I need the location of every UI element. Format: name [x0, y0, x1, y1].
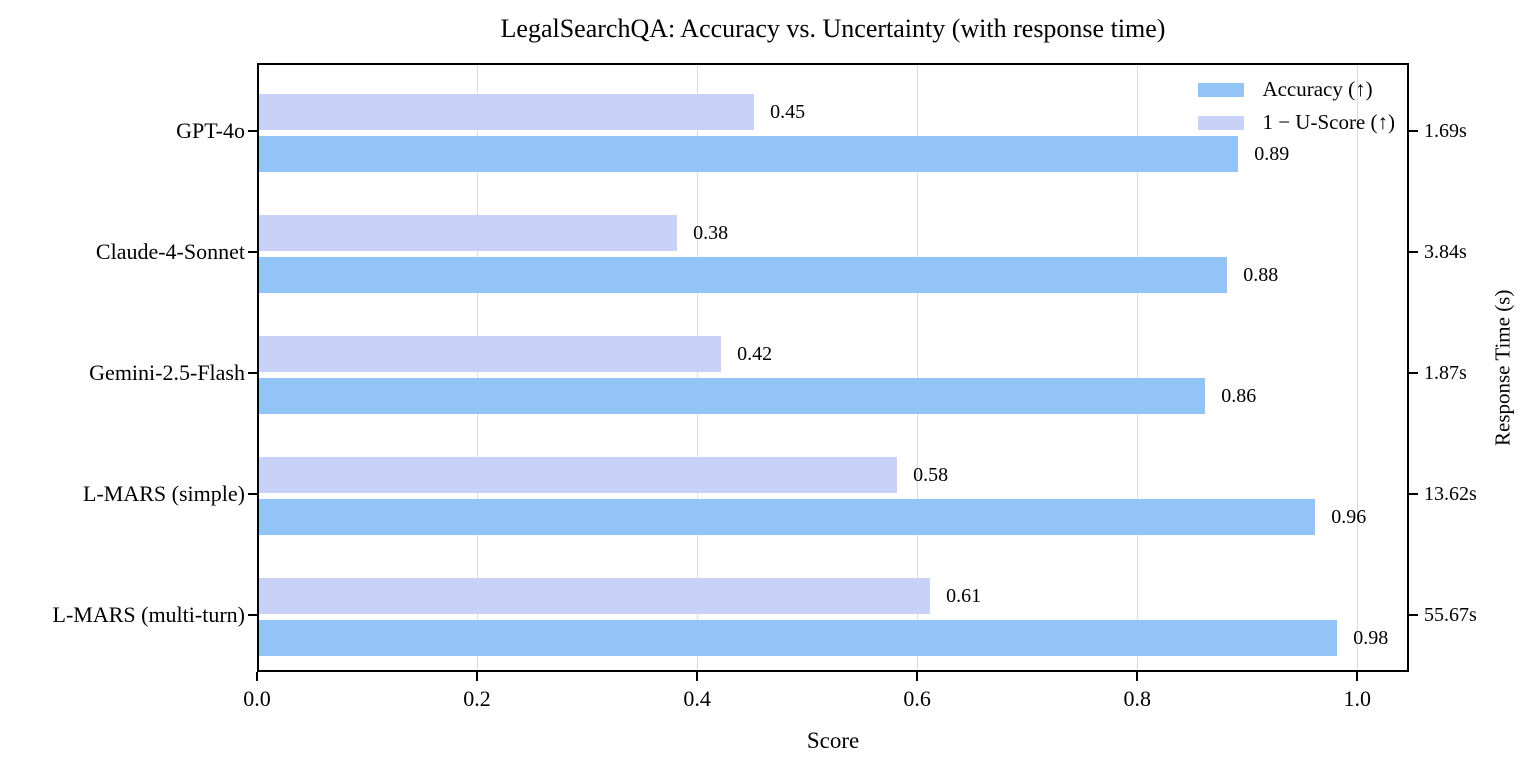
accuracy-bar — [259, 136, 1239, 172]
accuracy-bar — [259, 499, 1316, 535]
legend-label-accuracy: Accuracy (↑) — [1262, 77, 1373, 101]
uscore-bar — [259, 457, 898, 493]
y-tick-label: Claude-4-Sonnet — [95, 239, 245, 264]
legend: Accuracy (↑) 1 − U-Score (↑) — [1198, 73, 1395, 139]
accuracy-bar — [259, 620, 1338, 656]
legend-swatch-uscore — [1198, 115, 1245, 130]
plot-area: Accuracy (↑) 1 − U-Score (↑) 0.45 0.89 0.3… — [257, 63, 1409, 672]
legend-item-uscore: 1 − U-Score (↑) — [1198, 106, 1395, 139]
y-tick-mark — [248, 130, 257, 132]
accuracy-bar — [259, 378, 1206, 414]
y-tick-mark — [248, 251, 257, 253]
uscore-value-label: 0.38 — [693, 222, 729, 244]
uscore-value-label: 0.61 — [946, 585, 982, 607]
accuracy-value-label: 0.86 — [1221, 385, 1257, 407]
response-time-label: 1.87s — [1424, 362, 1467, 384]
y-tick-mark — [248, 614, 257, 616]
response-time-label: 3.84s — [1424, 241, 1467, 263]
x-tick-label: 0.0 — [243, 686, 271, 711]
y-tick-label: Gemini-2.5-Flash — [89, 360, 245, 385]
accuracy-value-label: 0.89 — [1254, 143, 1290, 165]
right-tick-mark — [1409, 372, 1418, 374]
gridline — [1356, 65, 1358, 670]
legend-swatch-accuracy — [1198, 82, 1245, 97]
x-tick-mark — [1136, 672, 1139, 681]
uscore-bar — [259, 215, 678, 251]
response-time-label: 55.67s — [1424, 604, 1477, 626]
response-time-label: 13.62s — [1424, 483, 1477, 505]
x-axis-title: Score — [806, 728, 860, 753]
right-tick-mark — [1409, 614, 1418, 616]
x-tick-mark — [1356, 672, 1359, 681]
legend-label-uscore: 1 − U-Score (↑) — [1262, 110, 1395, 134]
x-tick-label: 1.0 — [1343, 686, 1372, 711]
uscore-value-label: 0.45 — [770, 101, 806, 123]
accuracy-bar — [259, 257, 1228, 293]
legend-item-accuracy: Accuracy (↑) — [1198, 73, 1395, 106]
accuracy-value-label: 0.96 — [1331, 506, 1367, 528]
y-tick-label: L-MARS (simple) — [83, 481, 245, 506]
gridline — [916, 65, 918, 670]
x-tick-label: 0.4 — [683, 686, 711, 711]
uscore-bar — [259, 94, 755, 130]
right-tick-mark — [1409, 493, 1418, 495]
y-tick-mark — [248, 493, 257, 495]
x-tick-label: 0.6 — [903, 686, 931, 711]
right-tick-mark — [1409, 251, 1418, 253]
x-tick-mark — [476, 672, 479, 681]
y-tick-label: L-MARS (multi-turn) — [52, 602, 246, 627]
chart-title: LegalSearchQA: Accuracy vs. Uncertainty … — [500, 14, 1166, 43]
accuracy-value-label: 0.88 — [1243, 264, 1279, 286]
gridline — [1136, 65, 1138, 670]
x-tick-label: 0.8 — [1123, 686, 1151, 711]
x-tick-label: 0.2 — [463, 686, 491, 711]
uscore-value-label: 0.58 — [913, 464, 949, 486]
uscore-bar — [259, 578, 931, 614]
x-tick-mark — [916, 672, 919, 681]
uscore-value-label: 0.42 — [737, 343, 773, 365]
accuracy-value-label: 0.98 — [1353, 627, 1389, 649]
right-y-axis-title: Response Time (s) — [1490, 289, 1515, 446]
y-tick-label: GPT-4o — [176, 118, 245, 143]
y-tick-mark — [248, 372, 257, 374]
x-tick-mark — [696, 672, 699, 681]
right-tick-mark — [1409, 130, 1418, 132]
response-time-label: 1.69s — [1424, 120, 1467, 142]
uscore-bar — [259, 336, 722, 372]
x-tick-mark — [256, 672, 258, 681]
